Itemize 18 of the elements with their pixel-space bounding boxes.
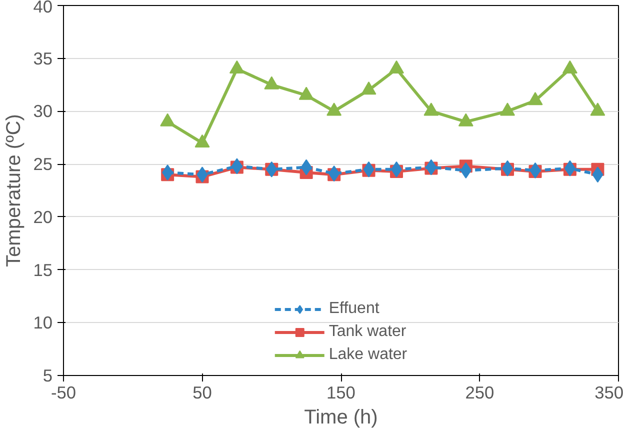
x-axis-title: Time (h) [304, 406, 378, 428]
legend-label: Lake water [328, 346, 408, 364]
x-tick-label: 50 [192, 382, 212, 402]
y-tick-label: 15 [33, 260, 53, 280]
legend-label: Effuent [328, 300, 380, 318]
x-tick-label: 250 [465, 382, 494, 402]
y-tick-label: 40 [33, 0, 53, 16]
x-tick-label: -50 [50, 382, 76, 402]
y-tick-label: 35 [33, 48, 53, 68]
legend-label: Tank water [328, 323, 406, 341]
y-tick-label: 30 [33, 101, 53, 122]
y-tick-label: 25 [33, 154, 53, 174]
y-tick-label: 20 [33, 206, 53, 227]
y-tick-label: 10 [33, 312, 53, 333]
x-tick-label: 350 [594, 382, 623, 402]
y-tick-label: 5 [42, 366, 53, 386]
y-axis-title: Temperature (ºC) [3, 114, 26, 267]
x-tick-label: 150 [326, 382, 356, 402]
